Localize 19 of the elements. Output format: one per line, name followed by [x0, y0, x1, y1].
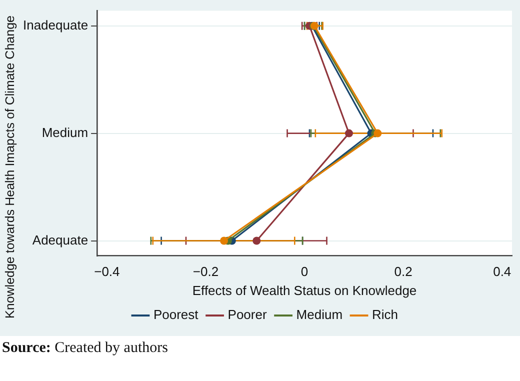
x-tick-label: 0 — [300, 264, 308, 280]
point — [344, 129, 353, 138]
y-tick-label: Medium — [42, 124, 88, 140]
point — [220, 236, 228, 245]
y-tick-label: Adequate — [32, 232, 88, 248]
x-tick-label: 0.4 — [493, 264, 512, 280]
legend-label: Medium — [296, 307, 343, 322]
point — [374, 129, 382, 138]
x-tick-label: −0.2 — [192, 264, 219, 280]
x-tick-label: −0.4 — [94, 264, 120, 280]
legend-label: Poorest — [153, 307, 199, 322]
y-tick-label: Inadequate — [22, 17, 88, 32]
source-note: Source: Created by authors — [2, 340, 169, 357]
legend-label: Poorer — [228, 307, 268, 322]
legend-label: Rich — [372, 307, 398, 322]
y-axis-title: Knowledge towards Health Imapcts of Climate Change — [3, 14, 17, 320]
x-tick-label: 0.2 — [394, 264, 412, 280]
point — [252, 236, 261, 245]
x-axis-title: Effects of Wealth Status on Knowledge — [192, 282, 417, 298]
